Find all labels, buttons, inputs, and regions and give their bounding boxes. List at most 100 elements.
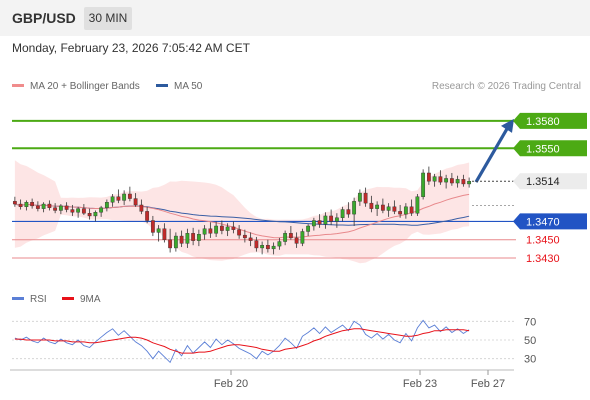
- ma20-swatch: [12, 83, 24, 87]
- candle-body: [467, 180, 472, 185]
- symbol-title: GBP/USD: [12, 10, 76, 26]
- current-price-label: 1.3514: [526, 176, 560, 188]
- level-label-1.3450: 1.3450: [526, 235, 560, 247]
- candle-body: [145, 211, 150, 221]
- chart-header: GBP/USD 30 MIN: [0, 0, 590, 36]
- level-label-1.3550: 1.3550: [526, 143, 560, 155]
- candle-body: [334, 217, 339, 222]
- candle-body: [271, 245, 276, 250]
- datetime-label: Monday, February 23, 2026 7:05:42 AM CET: [12, 41, 250, 55]
- candle-body: [306, 225, 311, 232]
- candle-body: [179, 235, 184, 244]
- ma50-swatch: [156, 83, 168, 87]
- candle-body: [150, 220, 155, 233]
- candle-body: [415, 196, 420, 214]
- candle-body: [12, 201, 17, 205]
- level-label-1.3470: 1.3470: [526, 216, 560, 228]
- candle-body: [346, 209, 351, 215]
- candle-body: [409, 206, 414, 214]
- rsi-panel: 30 50 70: [12, 316, 536, 366]
- candle-body: [41, 203, 46, 209]
- legend-item-ma50: MA 50: [156, 81, 202, 92]
- candle-body: [386, 206, 391, 211]
- candle-body: [156, 228, 161, 233]
- candle-body: [242, 234, 247, 239]
- candle-body: [231, 226, 236, 230]
- candle-body: [311, 220, 316, 227]
- candle-body: [58, 205, 63, 211]
- candle-body: [283, 233, 288, 242]
- candle-body: [196, 234, 201, 241]
- x-tick-label: Feb 23: [403, 378, 437, 390]
- candle-body: [110, 196, 115, 203]
- candle-body: [449, 178, 454, 184]
- candle-body: [225, 226, 230, 231]
- candle-body: [122, 193, 127, 201]
- candle-body: [421, 172, 426, 197]
- candle-body: [185, 233, 190, 244]
- candle-body: [64, 205, 69, 210]
- candle-body: [18, 203, 23, 208]
- candle-body: [294, 237, 299, 244]
- candle-body: [248, 237, 253, 241]
- legend-label-9ma: 9MA: [80, 294, 101, 305]
- candle-body: [340, 209, 345, 218]
- legend-item-9ma: 9MA: [62, 294, 101, 305]
- candle-body: [277, 241, 282, 247]
- candle-body: [444, 178, 449, 183]
- candle-body: [288, 233, 293, 239]
- candle-body: [191, 233, 196, 241]
- candle-body: [168, 239, 173, 249]
- level-tag-1.3580: [513, 112, 587, 129]
- candle-body: [202, 228, 207, 235]
- candle-body: [104, 202, 109, 208]
- rsi-series-9MA: [14, 328, 470, 354]
- candle-body: [47, 203, 52, 208]
- legend-label-ma20: MA 20 + Bollinger Bands: [30, 81, 140, 92]
- candle-body: [35, 205, 40, 209]
- candle-body: [461, 179, 466, 185]
- candle-body: [81, 208, 86, 214]
- rsi-tick-30: 30: [524, 354, 536, 366]
- candle-body: [219, 225, 224, 231]
- timeframe-badge[interactable]: 30 MIN: [84, 7, 132, 30]
- candle-body: [265, 244, 270, 250]
- candle-body: [237, 229, 242, 236]
- candle-body: [398, 211, 403, 215]
- candle-body: [363, 192, 368, 204]
- candle-body: [455, 179, 460, 184]
- candle-body: [99, 207, 104, 213]
- candle-body: [30, 202, 35, 207]
- candle-body: [127, 193, 132, 199]
- rsi-tick-50: 50: [524, 335, 536, 347]
- forecast-arrow-head: [501, 118, 514, 133]
- forecast-layer: [474, 118, 514, 183]
- candle-body: [260, 244, 265, 249]
- candle-body: [300, 231, 305, 244]
- legend-label-ma50: MA 50: [174, 81, 203, 92]
- candle-body: [323, 215, 328, 225]
- rsi-tick-70: 70: [524, 316, 536, 328]
- candle-body: [76, 208, 81, 213]
- candle-body: [70, 209, 75, 213]
- legend-item-rsi: RSI: [12, 294, 47, 305]
- candle-body: [369, 202, 374, 209]
- candle-body: [139, 204, 144, 212]
- candle-body: [392, 206, 397, 212]
- candle-body: [162, 228, 167, 240]
- level-label-1.3430: 1.3430: [526, 253, 560, 265]
- forecast-arrow-shaft: [474, 128, 509, 183]
- level-label-1.3580: 1.3580: [526, 116, 560, 128]
- candle-body: [357, 192, 362, 202]
- legend-item-ma20: MA 20 + Bollinger Bands: [12, 81, 140, 92]
- candle-body: [173, 235, 178, 249]
- candle-body: [426, 172, 431, 182]
- candle-body: [375, 204, 380, 209]
- candle-body: [438, 176, 443, 183]
- candle-body: [133, 198, 138, 206]
- candle-body: [352, 201, 357, 215]
- candle-body: [403, 206, 408, 215]
- level-tag-1.3550: [513, 140, 587, 157]
- credit-label: Research © 2026 Trading Central: [431, 81, 581, 92]
